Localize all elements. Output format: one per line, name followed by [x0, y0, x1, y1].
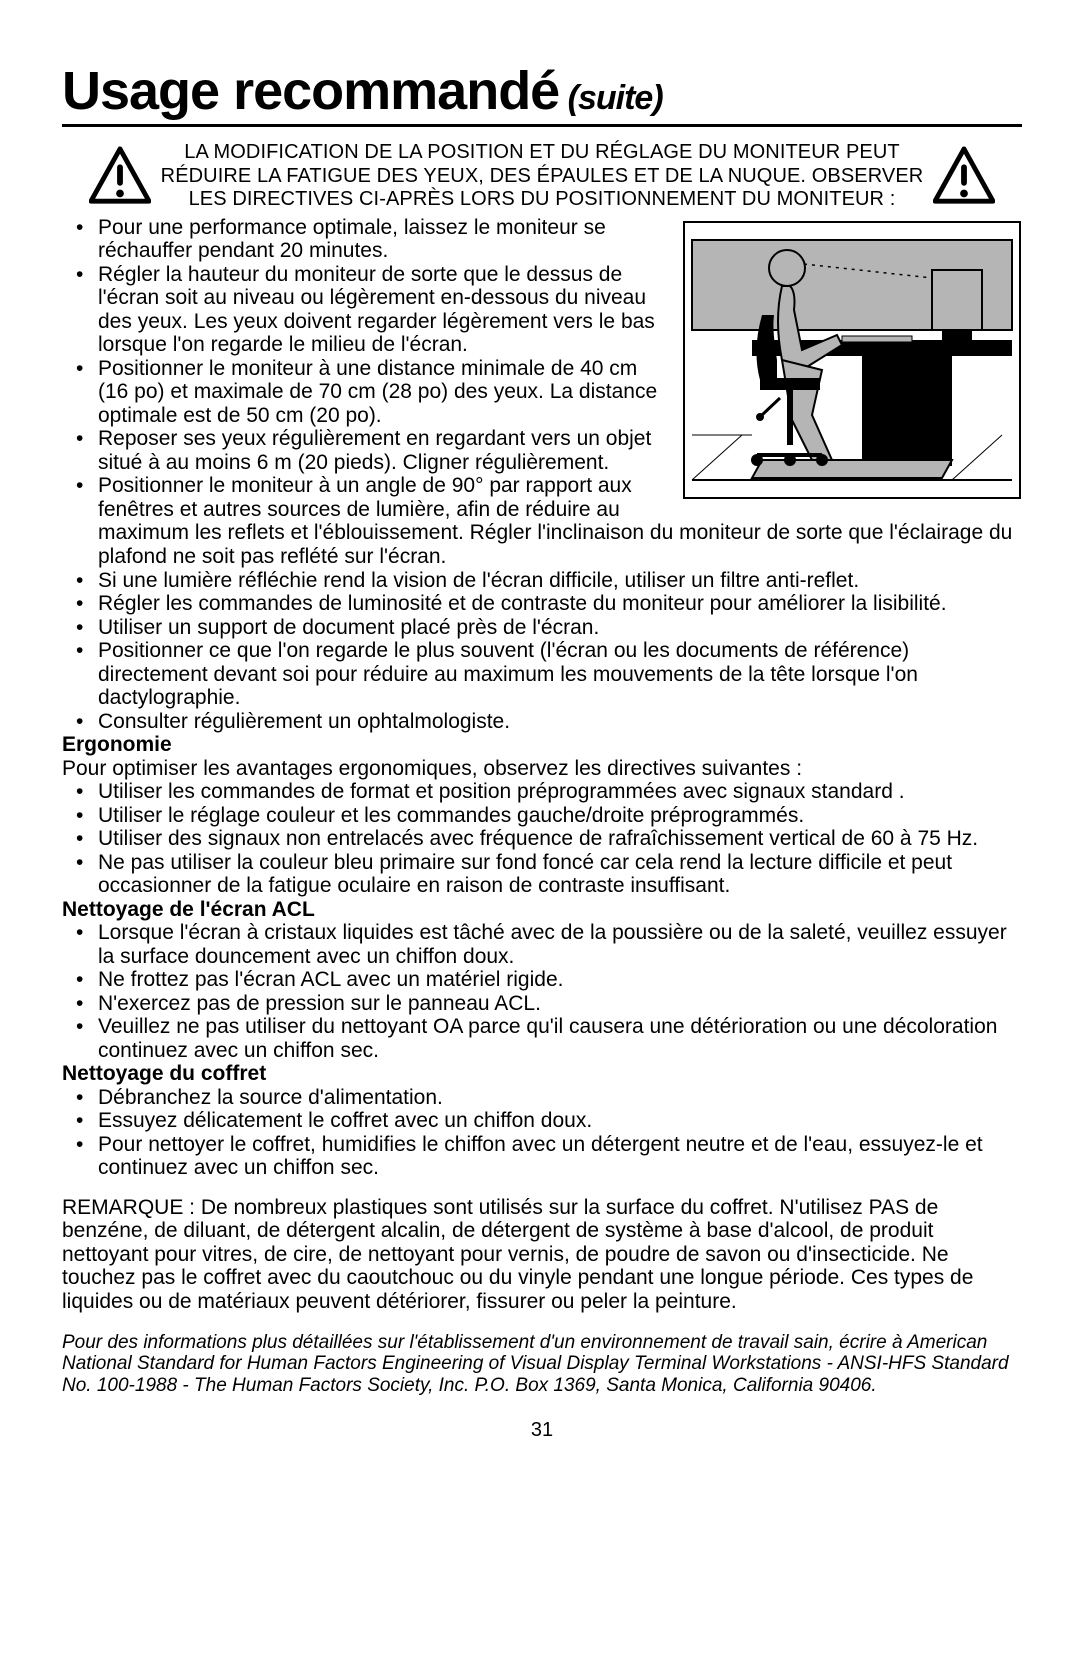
ergonomie-heading: Ergonomie: [62, 733, 1022, 757]
list-item: Utiliser un support de document placé pr…: [98, 616, 1022, 640]
list-item: Reposer ses yeux régulièrement en regard…: [98, 427, 1022, 474]
list-item: Si une lumière réfléchie rend la vision …: [98, 569, 1022, 593]
list-item: Essuyez délicatement le coffret avec un …: [98, 1109, 1022, 1133]
list-item: Débranchez la source d'alimentation.: [98, 1086, 1022, 1110]
main-bullet-list: Pour une performance optimale, laissez l…: [62, 216, 1022, 733]
title-suite: (suite): [559, 79, 662, 117]
ergonomie-list: Utiliser les commandes de format et posi…: [62, 780, 1022, 898]
list-item: Utiliser les commandes de format et posi…: [98, 780, 1022, 804]
list-item: Régler les commandes de luminosité et de…: [98, 592, 1022, 616]
list-item: Ne pas utiliser la couleur bleu primaire…: [98, 851, 1022, 898]
footnote: Pour des informations plus détaillées su…: [62, 1332, 1022, 1398]
list-item: N'exercez pas de pression sur le panneau…: [98, 992, 1022, 1016]
list-item: Utiliser des signaux non entrelacés avec…: [98, 827, 1022, 851]
warning-banner: LA MODIFICATION DE LA POSITION ET DU RÉG…: [62, 141, 1022, 212]
list-item: Consulter régulièrement un ophtalmologis…: [98, 710, 1022, 734]
list-item: Pour une performance optimale, laissez l…: [98, 216, 1022, 263]
nettoyage-ecran-list: Lorsque l'écran à cristaux liquides est …: [62, 921, 1022, 1062]
page-number: 31: [62, 1419, 1022, 1442]
list-item: Pour nettoyer le coffret, humidifies le …: [98, 1133, 1022, 1180]
list-item: Régler la hauteur du moniteur de sorte q…: [98, 263, 1022, 357]
body-content: Pour une performance optimale, laissez l…: [62, 216, 1022, 1442]
document-page: Usage recommandé (suite) LA MODIFICATION…: [0, 0, 1080, 1669]
nettoyage-coffret-list: Débranchez la source d'alimentation. Ess…: [62, 1086, 1022, 1180]
list-item: Veuillez ne pas utiliser du nettoyant OA…: [98, 1015, 1022, 1062]
page-title: Usage recommandé (suite): [62, 60, 1022, 127]
nettoyage-coffret-heading: Nettoyage du coffret: [62, 1062, 1022, 1086]
remarque-paragraph: REMARQUE : De nombreux plastiques sont u…: [62, 1196, 1022, 1314]
ergonomie-intro: Pour optimiser les avantages ergonomique…: [62, 757, 1022, 781]
list-item: Positionner le moniteur à une distance m…: [98, 357, 1022, 428]
list-item: Utiliser le réglage couleur et les comma…: [98, 804, 1022, 828]
list-item: Positionner le moniteur à un angle de 90…: [98, 474, 1022, 568]
list-item: Positionner ce que l'on regarde le plus …: [98, 639, 1022, 710]
warning-text: LA MODIFICATION DE LA POSITION ET DU RÉG…: [157, 141, 927, 212]
warning-icon-right: [933, 145, 995, 207]
list-item: Lorsque l'écran à cristaux liquides est …: [98, 921, 1022, 968]
title-main: Usage recommandé: [62, 61, 559, 121]
nettoyage-ecran-heading: Nettoyage de l'écran ACL: [62, 898, 1022, 922]
list-item: Ne frottez pas l'écran ACL avec un matér…: [98, 968, 1022, 992]
warning-icon-left: [89, 145, 151, 207]
